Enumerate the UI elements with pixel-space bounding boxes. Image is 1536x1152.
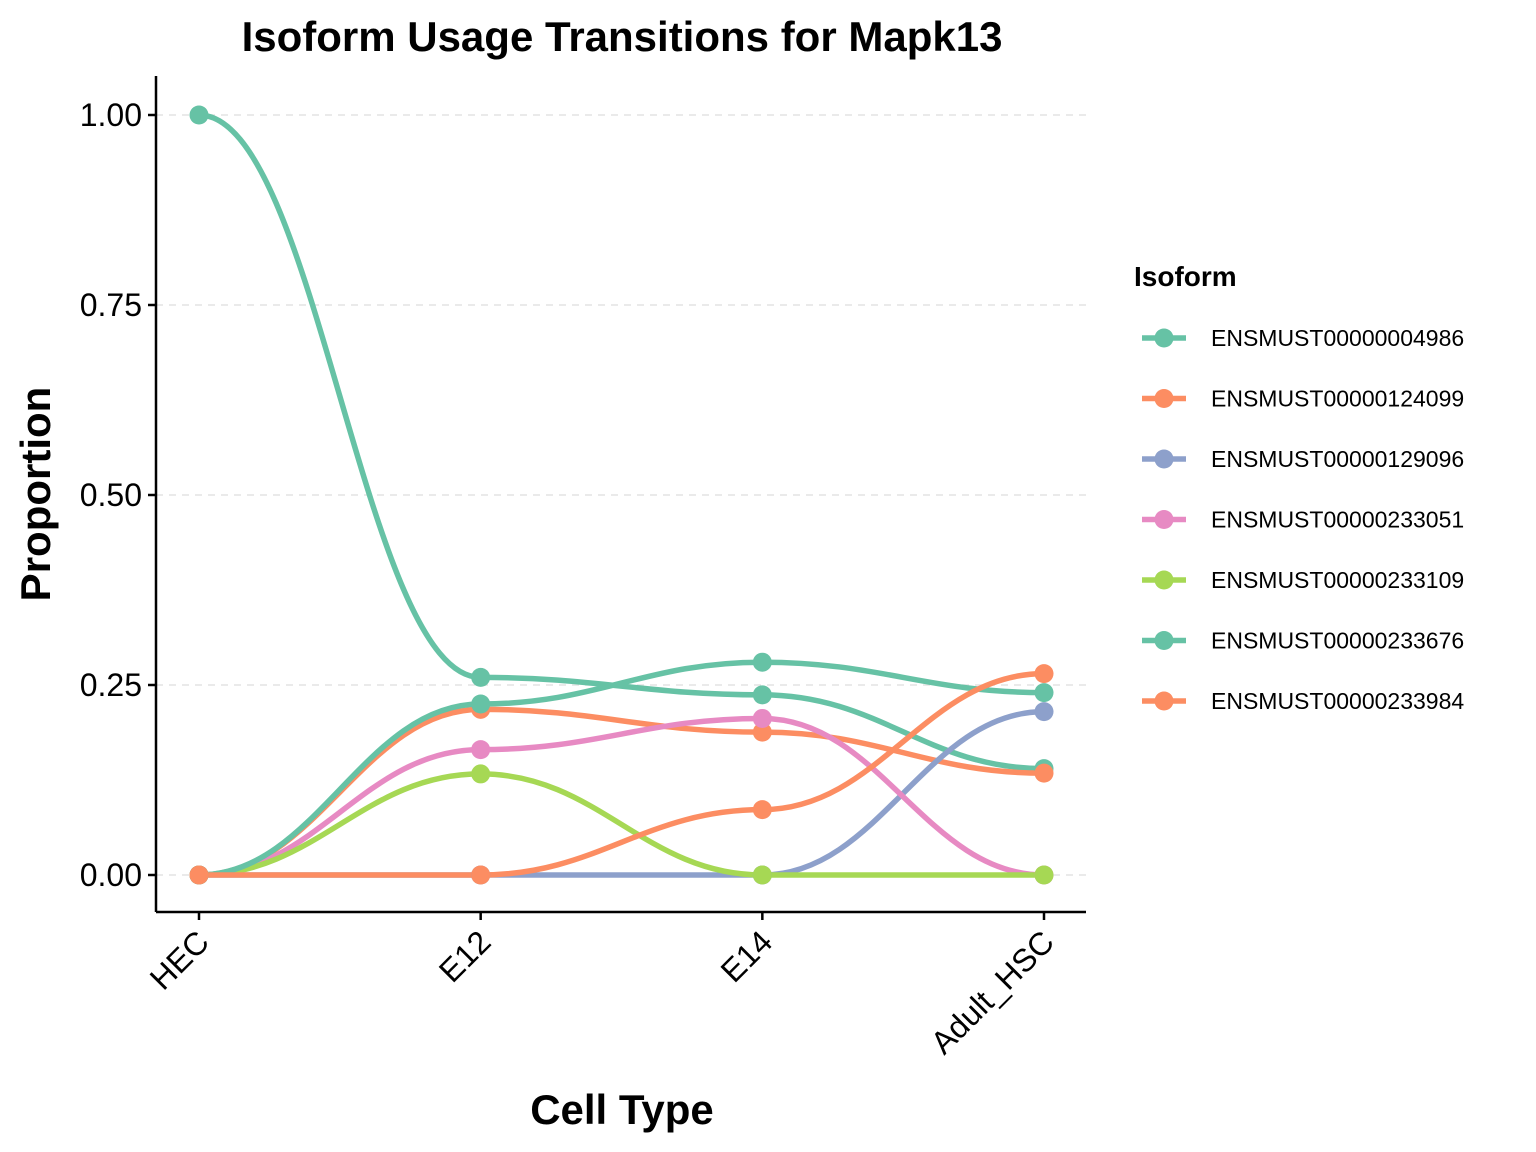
chart-title: Isoform Usage Transitions for Mapk13 [242,13,1003,60]
legend-title: Isoform [1134,261,1237,292]
data-point-ENSMUST00000233051-E14 [752,708,772,728]
x-tick-label: E14 [714,923,780,989]
series-line-ENSMUST00000233676 [196,659,1047,878]
legend-item: ENSMUST00000233051 [1142,507,1464,533]
legend-key-point [1154,510,1174,529]
legend-item: ENSMUST00000233109 [1142,567,1464,593]
data-point-ENSMUST00000233984-Adult_HSC [1034,664,1054,684]
data-point-ENSMUST00000233676-E14 [752,652,772,672]
legend-key-point [1154,691,1174,711]
axes [154,76,1086,914]
legend-label: ENSMUST00000233676 [1211,628,1464,654]
legend-item: ENSMUST00000129096 [1142,446,1464,472]
legend-item: ENSMUST00000233984 [1142,688,1464,714]
data-point-ENSMUST00000233676-E12 [471,694,491,714]
x-axis-title: Cell Type [530,1086,714,1133]
y-axis-ticks: 0.00 0.25 0.50 0.75 1.00 [80,97,156,893]
data-point-ENSMUST00000233109-E12 [471,764,491,784]
y-tick-label: 0.75 [80,287,142,323]
legend-label: ENSMUST00000124099 [1211,386,1464,412]
legend-label: ENSMUST00000233051 [1211,507,1464,533]
series-points [189,105,1054,885]
legend-label: ENSMUST00000129096 [1211,446,1464,472]
legend-key-point [1154,631,1174,650]
legend-label: ENSMUST00000233984 [1211,688,1464,714]
legend: Isoform ENSMUST00000004986 ENSMUST0000012… [1134,261,1464,714]
data-point-ENSMUST00000233984-E12 [471,865,491,885]
legend-label: ENSMUST00000233109 [1211,567,1464,593]
series-line-ENSMUST00000233109 [196,771,1047,878]
data-point-ENSMUST00000233051-E12 [471,740,491,760]
legend-label: ENSMUST00000004986 [1211,325,1464,351]
y-axis-title: Proportion [12,387,59,602]
series-line-ENSMUST00000233051 [196,715,1047,878]
legend-item: ENSMUST00000004986 [1142,325,1464,351]
legend-key-point [1154,328,1174,348]
data-point-ENSMUST00000233984-HEC [189,865,209,885]
series-lines [196,112,1047,878]
data-point-ENSMUST00000233109-Adult_HSC [1034,865,1054,885]
series-line-ENSMUST00000004986 [196,112,1047,772]
data-point-ENSMUST00000004986-E12 [471,667,491,687]
legend-key-point [1154,449,1174,469]
data-point-ENSMUST00000124099-Adult_HSC [1034,763,1054,783]
y-tick-label: 1.00 [80,97,142,133]
x-tick-label: HEC [143,923,216,996]
x-axis-ticks: HEC E12 E14 Adult_HSC [143,912,1061,1061]
y-tick-label: 0.50 [80,477,142,513]
legend-item: ENSMUST00000233676 [1142,628,1464,654]
x-tick-label: Adult_HSC [924,923,1061,1060]
data-point-ENSMUST00000004986-HEC [189,105,209,125]
data-point-ENSMUST00000233109-E14 [752,865,772,885]
legend-key-point [1154,389,1174,408]
data-point-ENSMUST00000004986-E14 [752,685,772,705]
data-point-ENSMUST00000129096-Adult_HSC [1034,702,1054,722]
y-tick-label: 0.25 [80,667,142,703]
legend-item: ENSMUST00000124099 [1142,386,1464,412]
y-tick-label: 0.00 [80,857,142,893]
data-point-ENSMUST00000233676-Adult_HSC [1034,683,1054,703]
x-tick-label: E12 [432,923,498,989]
legend-key-point [1154,570,1174,590]
data-point-ENSMUST00000233984-E14 [752,800,772,820]
series-line-ENSMUST00000233984 [196,670,1047,878]
data-point-ENSMUST00000124099-E14 [752,722,772,742]
